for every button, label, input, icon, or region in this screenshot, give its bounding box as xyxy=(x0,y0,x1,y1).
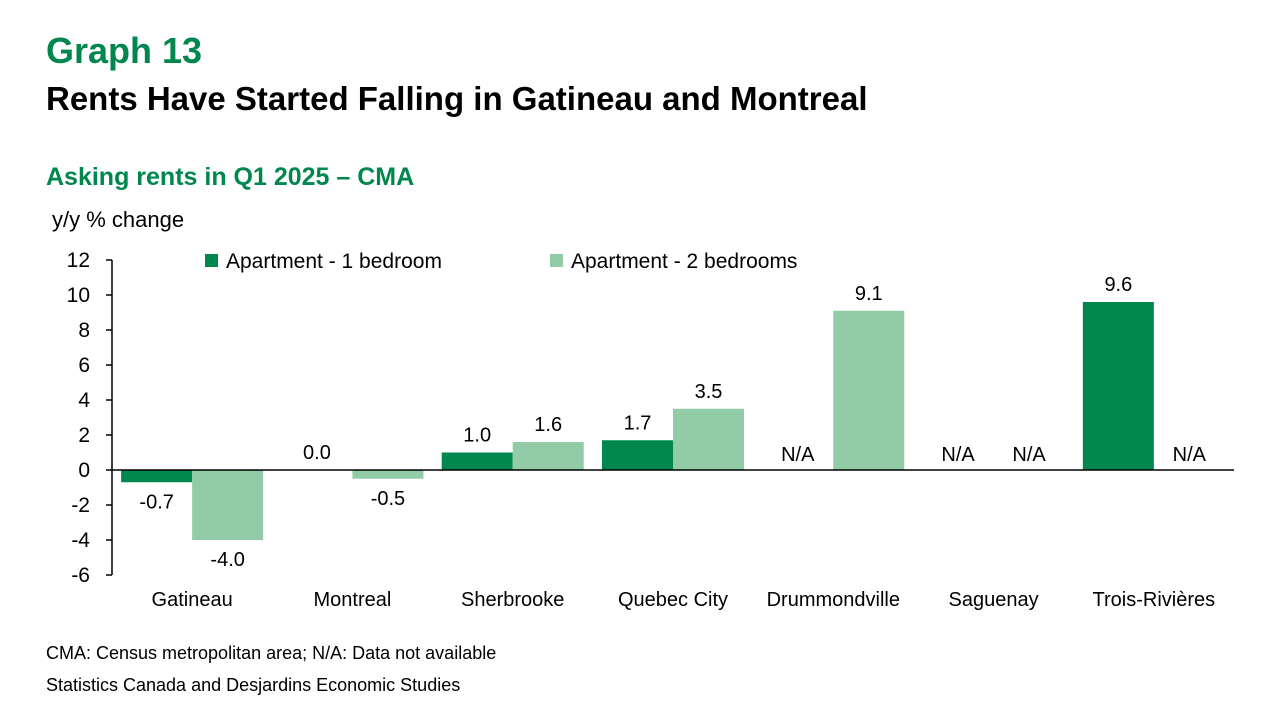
bar xyxy=(121,470,193,483)
graph-number: Graph 13 xyxy=(46,30,203,71)
footnote: CMA: Census metropolitan area; N/A: Data… xyxy=(46,643,497,663)
data-label: 9.1 xyxy=(855,283,883,305)
data-label: -0.7 xyxy=(139,491,173,513)
data-label: -0.5 xyxy=(371,488,405,510)
x-tick-label: Trois-Rivières xyxy=(1093,589,1216,611)
legend-swatch xyxy=(205,254,218,267)
data-label: N/A xyxy=(1173,444,1207,466)
x-tick-label: Gatineau xyxy=(152,589,233,611)
data-label: N/A xyxy=(781,444,815,466)
y-tick-label: 2 xyxy=(78,424,90,447)
data-label: 1.6 xyxy=(534,414,562,436)
y-tick-label: 6 xyxy=(78,354,90,377)
x-tick-label: Sherbrooke xyxy=(461,589,564,611)
source-note: Statistics Canada and Desjardins Economi… xyxy=(46,675,461,695)
y-tick-label: -4 xyxy=(71,529,90,552)
y-tick-label: 10 xyxy=(67,284,90,307)
y-tick-label: -6 xyxy=(71,564,90,587)
bar xyxy=(833,310,905,470)
y-tick-label: 12 xyxy=(67,249,90,272)
bar xyxy=(352,470,424,479)
data-label: 0.0 xyxy=(303,442,331,464)
chart-title: Rents Have Started Falling in Gatineau a… xyxy=(46,80,868,117)
x-tick-label: Montreal xyxy=(314,589,392,611)
x-tick-label: Drummondville xyxy=(767,589,900,611)
bar xyxy=(673,408,744,470)
bar xyxy=(441,452,513,470)
bar xyxy=(192,470,264,540)
data-label: 1.7 xyxy=(624,412,652,434)
legend-label: Apartment - 2 bedrooms xyxy=(571,250,797,273)
x-tick-label: Saguenay xyxy=(949,589,1039,611)
bar xyxy=(512,442,584,470)
y-tick-label: 0 xyxy=(78,459,90,482)
data-label: 9.6 xyxy=(1104,274,1132,296)
data-label: 3.5 xyxy=(695,381,723,403)
legend-label: Apartment - 1 bedroom xyxy=(226,250,442,273)
chart-subtitle: Asking rents in Q1 2025 – CMA xyxy=(46,163,415,191)
data-label: -4.0 xyxy=(210,549,244,571)
x-tick-label: Quebec City xyxy=(618,589,728,611)
data-label: 1.0 xyxy=(463,425,491,447)
bar xyxy=(602,440,673,470)
y-tick-label: -2 xyxy=(71,494,90,517)
y-tick-label: 8 xyxy=(78,319,90,342)
legend-swatch xyxy=(550,254,563,267)
y-tick-label: 4 xyxy=(78,389,90,412)
data-label: N/A xyxy=(1012,444,1046,466)
bar xyxy=(1082,302,1154,470)
y-axis-label: y/y % change xyxy=(52,207,184,232)
data-label: N/A xyxy=(941,444,975,466)
